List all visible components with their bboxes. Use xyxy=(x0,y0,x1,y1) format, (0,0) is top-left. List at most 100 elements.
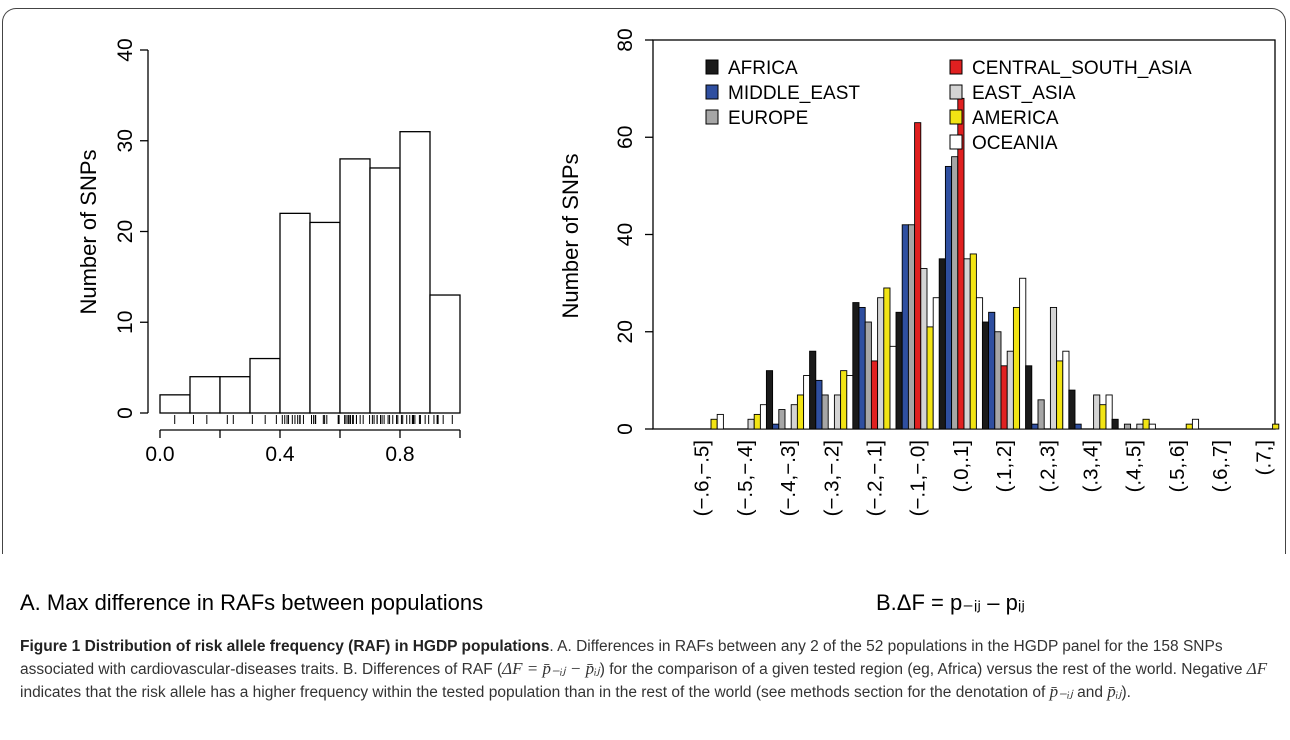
y-tick-label: 40 xyxy=(614,223,637,246)
bar xyxy=(1111,418,1119,430)
x-tick-label: (.3,.4] xyxy=(1080,440,1103,492)
bar xyxy=(759,404,768,430)
bar xyxy=(747,418,755,430)
bar xyxy=(1019,277,1027,430)
caption-formula-p-ij: p̄ᵢⱼ xyxy=(1107,682,1122,701)
figure-caption: Figure 1 Distribution of risk allele fre… xyxy=(20,636,1270,704)
panel-a-histogram: 0 10 20 30 40 Number of SNPs 0.0 0.4 0.8 A. Max d… xyxy=(20,38,483,615)
bar xyxy=(1037,399,1045,430)
x-tick-label: (.1,.2] xyxy=(993,440,1016,492)
legend-swatch xyxy=(705,59,719,75)
histogram-bar xyxy=(249,357,281,414)
x-tick-label: (−.3,−.2] xyxy=(820,440,843,516)
legend-label: OCEANIA xyxy=(972,133,1058,154)
bar xyxy=(840,370,848,430)
histogram-bar xyxy=(219,376,251,414)
bar xyxy=(1272,423,1280,430)
x-tick-label: 0.8 xyxy=(385,443,414,466)
bar xyxy=(1049,306,1058,430)
histogram-bar xyxy=(279,212,311,414)
x-tick-label: 0.4 xyxy=(265,443,295,466)
bar xyxy=(914,122,922,430)
histogram-bar xyxy=(369,167,401,414)
figure-frame xyxy=(2,8,1286,554)
y-tick-label: 0 xyxy=(614,423,637,435)
bar xyxy=(870,360,879,430)
y-tick-label: 20 xyxy=(114,220,137,243)
legend-swatch xyxy=(949,109,963,125)
bar xyxy=(858,306,866,430)
histogram-bar xyxy=(309,221,341,414)
bar xyxy=(846,375,854,430)
x-tick-label: (.5,.6] xyxy=(1166,440,1189,492)
bar xyxy=(1031,423,1039,430)
x-tick-label: (−.5,−.4] xyxy=(734,440,757,516)
panel-a-subtitle: A. Max difference in RAFs between popula… xyxy=(20,590,483,615)
bar xyxy=(772,423,780,430)
bar xyxy=(895,311,903,430)
bar xyxy=(815,379,823,430)
bar xyxy=(803,375,811,430)
bar xyxy=(981,321,990,430)
bar xyxy=(1025,365,1033,430)
y-axis-title: Number of SNPs xyxy=(76,149,101,314)
legend-swatch xyxy=(705,109,719,125)
caption-text-4: and xyxy=(1072,684,1108,701)
y-tick-label: 20 xyxy=(614,320,637,343)
bar xyxy=(1006,350,1014,430)
y-tick-label: 30 xyxy=(114,129,137,152)
bar xyxy=(1000,365,1008,430)
bar xyxy=(901,224,909,430)
legend-swatch xyxy=(949,134,963,150)
caption-formula-delta-f: ΔF = p̄₋ᵢⱼ − p̄ᵢⱼ xyxy=(502,659,600,678)
x-tick-label: (.0,.1] xyxy=(950,440,973,492)
bar xyxy=(778,409,786,430)
figure-chart: 0 10 20 30 40 Number of SNPs 0.0 0.4 0.8 A. Max d… xyxy=(20,28,1280,615)
bar xyxy=(1185,423,1193,430)
x-tick-label: (.6,.7] xyxy=(1209,440,1232,492)
bar xyxy=(963,258,971,430)
bar xyxy=(932,297,940,430)
bar xyxy=(852,302,860,430)
y-tick-label: 60 xyxy=(614,126,637,149)
bar xyxy=(753,413,761,430)
caption-formula-negative-delta-f: ΔF xyxy=(1246,659,1268,678)
x-tick-label: (.2,.3] xyxy=(1036,440,1059,492)
bar xyxy=(1142,418,1150,430)
bar xyxy=(765,370,774,430)
x-tick-label: (−.4,−.3] xyxy=(777,440,800,516)
caption-text-2: ) for the comparison of a given tested r… xyxy=(599,661,1247,678)
bar xyxy=(1062,350,1070,430)
legend-swatch xyxy=(705,84,719,100)
histogram-bar xyxy=(429,294,461,414)
legend-label: EAST_ASIA xyxy=(972,83,1076,104)
bar xyxy=(994,331,1002,430)
bar xyxy=(821,394,829,430)
bar xyxy=(944,165,953,430)
bar xyxy=(1123,423,1132,430)
bar xyxy=(883,287,891,430)
histogram-bar xyxy=(399,131,431,414)
legend-label: AFRICA xyxy=(728,58,798,79)
caption-label: Figure 1 Distribution of risk allele fre… xyxy=(20,638,550,655)
bar xyxy=(1068,389,1076,430)
bar xyxy=(926,326,934,430)
y-tick-label: 10 xyxy=(114,311,137,334)
y-tick-label: 0 xyxy=(114,407,137,419)
bar xyxy=(877,297,885,430)
y-tick-label: 80 xyxy=(614,28,637,51)
bar xyxy=(710,418,718,430)
bar xyxy=(1191,418,1200,430)
histogram-bar xyxy=(159,394,191,414)
y-tick-label: 40 xyxy=(114,38,137,61)
bar xyxy=(951,156,959,430)
legend-label: EUROPE xyxy=(728,108,808,129)
bar xyxy=(1105,394,1113,430)
legend-swatch xyxy=(949,84,963,100)
bar xyxy=(833,394,842,430)
histogram-bar xyxy=(189,376,221,414)
legend-label: CENTRAL_SOUTH_ASIA xyxy=(972,58,1192,79)
histogram-bar xyxy=(339,158,371,414)
x-tick-label: 0.0 xyxy=(145,443,174,466)
bar xyxy=(975,297,984,430)
